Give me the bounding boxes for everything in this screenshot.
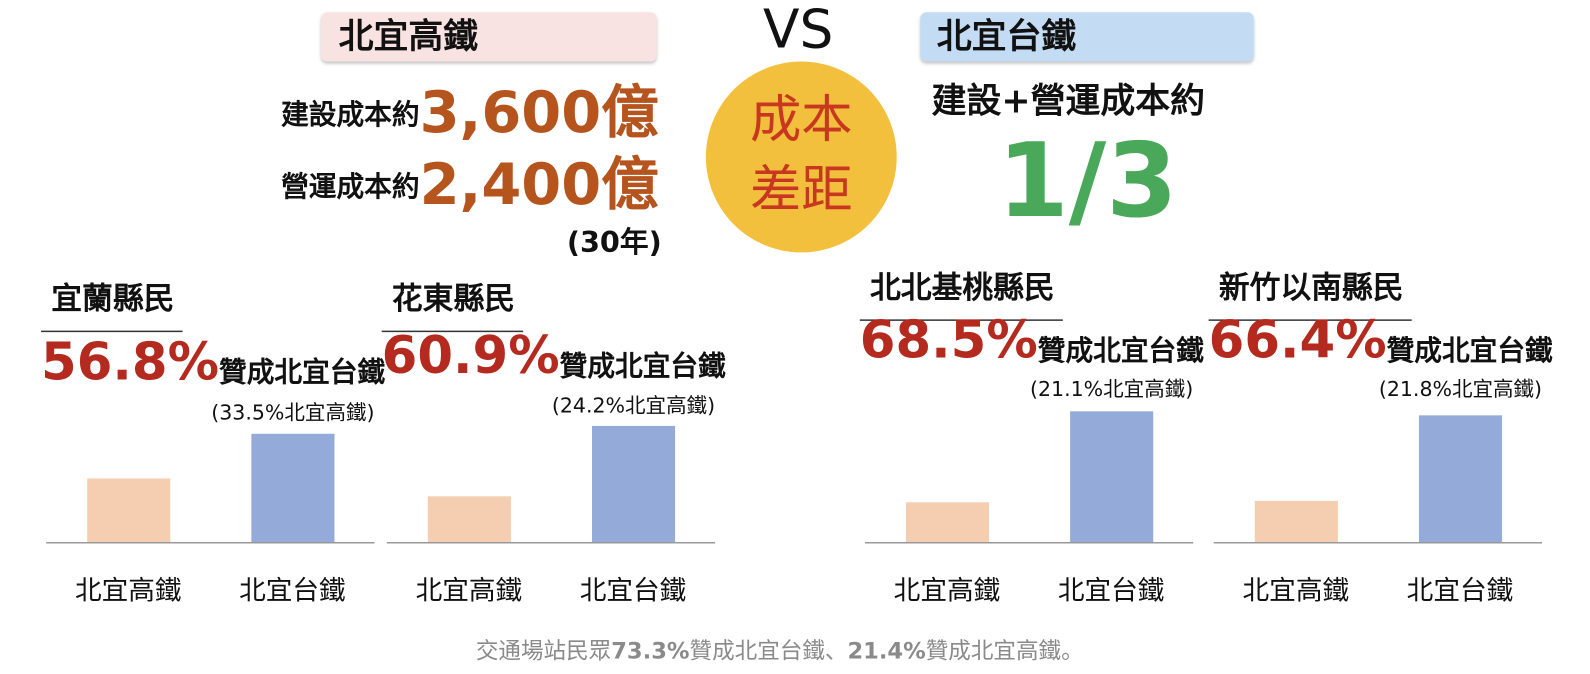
headline-value: 56.8% <box>41 332 219 392</box>
operation-cost: 營運成本約2,400億 <box>281 150 659 217</box>
headline-suffix: 贊成北宜台鐵 <box>1038 334 1204 367</box>
chart-title: 北北基桃縣民 <box>870 270 1055 306</box>
build-cost-value: 3,600億 <box>420 79 659 146</box>
period: (30年) <box>567 225 662 259</box>
chart-title: 新竹以南縣民 <box>1219 270 1404 306</box>
footer-part: 贊成北宜台鐵、 <box>690 638 848 664</box>
x-tick-label: 北宜高鐵 <box>75 576 182 607</box>
right-label: 北宜台鐵 <box>937 17 1077 57</box>
build-cost-label: 建設成本約 <box>281 98 419 131</box>
headline: 66.4%贊成北宜台鐵 <box>1209 311 1553 371</box>
chart-title: 花東縣民 <box>392 281 515 317</box>
sub-label: (24.2%北宜高鐵) <box>552 393 715 417</box>
bar <box>87 478 171 543</box>
x-tick-label: 北宜台鐵 <box>580 576 687 607</box>
footer-part: 贊成北宜高鐵。 <box>926 638 1084 664</box>
right-ratio: 1/3 <box>997 122 1177 241</box>
bar <box>905 502 990 543</box>
bar <box>1254 500 1338 543</box>
headline: 56.8%贊成北宜台鐵 <box>41 332 385 392</box>
footer-part: 交通場站民眾 <box>476 638 611 664</box>
headline-suffix: 贊成北宜台鐵 <box>219 355 385 388</box>
left-label: 北宜高鐵 <box>339 17 479 57</box>
bar <box>251 433 335 543</box>
center-circle <box>705 61 897 253</box>
center-line: 差距 <box>750 160 853 220</box>
headline-value: 66.4% <box>1209 311 1387 371</box>
sub-label: (33.5%北宜高鐵) <box>211 400 374 424</box>
operation-cost-label: 營運成本約 <box>281 170 419 203</box>
bar <box>592 425 676 543</box>
headline-value: 68.5% <box>860 311 1038 371</box>
bar <box>427 496 511 543</box>
content: 北宜高鐵 北宜台鐵 VS 建設成本約3,600億 營運成本約2,400億 (30… <box>41 0 1553 664</box>
x-tick-label: 北宜台鐵 <box>1058 576 1165 607</box>
footer-part: 73.3% <box>611 638 689 664</box>
right-label-box <box>920 12 1254 62</box>
headline-value: 60.9% <box>382 326 560 386</box>
vs: VS <box>763 0 833 60</box>
headline: 60.9%贊成北宜台鐵 <box>382 326 726 386</box>
headline: 68.5%贊成北宜台鐵 <box>860 311 1204 371</box>
x-tick-label: 北宜高鐵 <box>416 576 523 607</box>
bar <box>1418 415 1503 543</box>
build-cost: 建設成本約3,600億 <box>281 79 659 146</box>
x-tick-label: 北宜高鐵 <box>1243 576 1350 607</box>
left-label-box <box>321 12 657 62</box>
sub-label: (21.8%北宜高鐵) <box>1379 377 1542 401</box>
x-tick-label: 北宜台鐵 <box>1407 576 1514 607</box>
sub-label: (21.1%北宜高鐵) <box>1030 377 1193 401</box>
operation-cost-value: 2,400億 <box>420 150 659 217</box>
footer-part: 21.4% <box>847 638 925 664</box>
chart-title: 宜蘭縣民 <box>51 281 174 317</box>
headline-suffix: 贊成北宜台鐵 <box>1387 334 1553 367</box>
center-line: 成本 <box>750 90 853 150</box>
footer: 交通場站民眾73.3%贊成北宜台鐵、21.4%贊成北宜高鐵。 <box>476 638 1084 664</box>
x-tick-label: 北宜台鐵 <box>239 576 346 607</box>
x-tick-label: 北宜高鐵 <box>894 576 1001 607</box>
bar <box>1070 411 1154 543</box>
right-cost-label: 建設+營運成本約 <box>932 82 1205 122</box>
headline-suffix: 贊成北宜台鐵 <box>560 349 726 382</box>
